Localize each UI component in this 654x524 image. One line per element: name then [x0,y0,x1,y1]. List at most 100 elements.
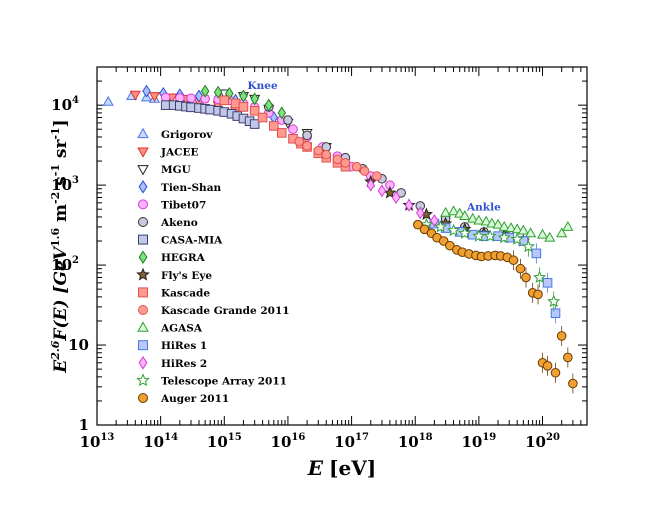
data-point [186,102,196,113]
data-point [302,130,312,141]
x-tick-label: 1017 [334,432,369,451]
legend-label: Tibet07 [161,199,206,211]
legend-item: Fly's Eye [136,267,212,282]
data-point [249,105,260,116]
legend-label: HiRes 1 [161,340,207,352]
legend-item: Grigorov [137,127,213,141]
legend-marker [138,287,148,298]
data-point [492,218,504,229]
data-point [525,227,537,238]
x-tick-label: 1013 [80,432,115,451]
data-point [568,378,578,389]
legend-label: Kascade [161,287,210,299]
data-point [359,166,370,176]
data-point [332,154,343,165]
data-point [277,106,287,120]
legend-item: Akeno [138,217,198,229]
data-point [547,294,561,308]
legend-label: Auger 2011 [160,393,229,405]
data-point [276,128,287,138]
data-point [508,255,519,266]
data-point [556,227,568,238]
legend-item: Kascade [138,287,210,299]
legend-label: Grigorov [161,129,213,141]
data-point [447,205,460,216]
data-point [446,223,461,237]
x-axis-title-unit: [eV] [329,456,376,480]
data-point [563,352,573,363]
legend-marker [137,321,149,332]
x-tick-label: 1018 [398,432,433,451]
data-point [238,102,249,112]
legend-item: CASA-MIA [138,234,223,247]
series-auger-2011 [413,219,578,394]
data-point [562,220,574,231]
legend-item: Telescope Array 2011 [136,373,287,387]
legend-label: HiRes 2 [161,358,207,370]
series-telescope-array-2011 [419,217,561,312]
data-point [483,229,497,242]
data-point [430,214,439,228]
legend-label: MGU [161,164,191,176]
data-point [472,229,486,242]
data-point [249,119,260,129]
data-point [102,95,114,106]
data-point [283,115,293,125]
series-casa-mia [160,100,260,129]
legend: Grigorov JACEE MGU Tien-Shan Tibet07 Akeno CAS… [136,127,290,405]
data-point [510,232,524,245]
data-point [257,112,268,123]
legend-item: HiRes 1 [138,340,207,352]
legend-marker [137,127,149,139]
legend-label: Fly's Eye [161,270,212,282]
legend-label: AGASA [160,323,203,335]
data-point [148,92,161,103]
data-point [480,215,492,226]
data-point [239,89,248,103]
x-tick-label: 1016 [271,432,306,451]
y-tick-label: 104 [51,95,79,114]
data-point [521,272,531,283]
legend-label: Kascade Grande 2011 [161,305,290,317]
data-point [533,270,547,284]
legend-marker [136,373,150,387]
data-point [550,367,561,378]
y-axis-title: E2.6F(E) [GeV1.6 m-2 s-1 sr-1] [49,119,71,373]
data-point [440,206,452,217]
data-point [142,84,151,98]
data-point [200,84,210,98]
data-point [205,104,215,115]
data-point [473,214,485,225]
data-point [497,230,511,244]
data-point [521,239,535,253]
legend-label: JACEE [160,147,198,159]
data-point [542,278,553,288]
legend-label: HEGRA [161,252,206,264]
series-kascade-grande-2011 [294,136,382,181]
data-point [302,141,312,151]
data-point [433,220,448,233]
x-axis-title-var: E [307,456,324,480]
annotation-knee: Knee [248,80,278,92]
legend-marker [138,180,148,194]
data-point [536,228,549,239]
x-tick-label: 1019 [461,432,496,451]
legend-label: Tien-Shan [161,182,221,194]
legend-item: MGU [137,164,191,176]
legend-marker [137,165,149,176]
data-point [264,98,274,112]
legend-marker [137,147,149,158]
legend-label: CASA-MIA [161,235,223,247]
data-point [391,190,401,205]
legend-item: AGASA [137,321,203,335]
legend-marker [138,393,148,403]
data-point [505,222,517,233]
legend-marker [136,267,150,281]
data-point [515,263,526,274]
data-point [250,92,259,106]
legend-marker [138,217,148,227]
data-point [416,206,425,220]
legend-item: Auger 2011 [138,393,229,405]
